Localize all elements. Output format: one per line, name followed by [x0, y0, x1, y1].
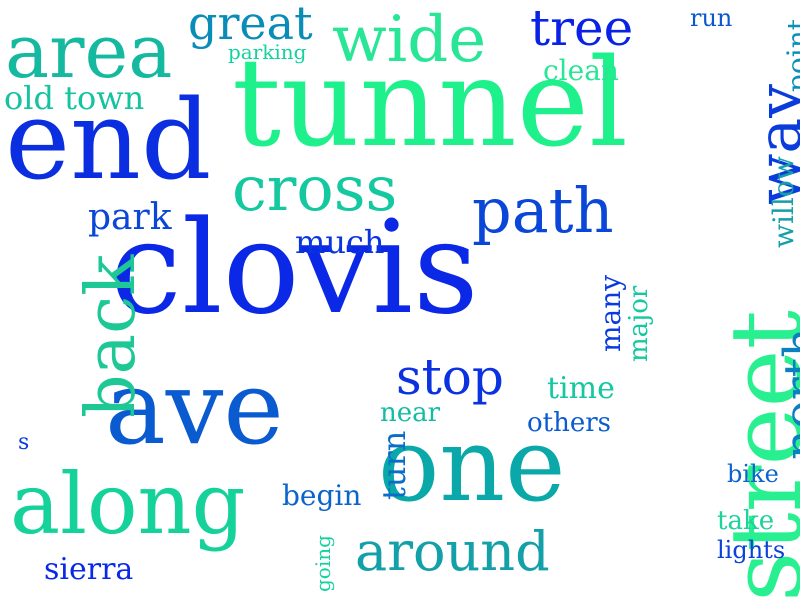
word-end: end	[5, 76, 212, 204]
word-going: going	[311, 535, 335, 592]
word-around: around	[355, 520, 550, 583]
word-take: take	[717, 506, 775, 536]
word-one: one	[378, 406, 566, 525]
word-bike: bike	[727, 460, 779, 488]
word-point: point	[781, 18, 800, 92]
word-parking: parking	[228, 40, 307, 64]
word-major: major	[624, 285, 654, 362]
word-time: time	[547, 371, 615, 406]
word-sierra: sierra	[44, 552, 134, 587]
word-clovis: clovis	[110, 194, 479, 343]
word-turn: turn	[375, 430, 413, 500]
word-tree: tree	[530, 0, 634, 57]
word-clean: clean	[543, 54, 619, 87]
word-near: near	[380, 398, 441, 428]
word-run: run	[690, 4, 733, 32]
word-ave: ave	[105, 349, 284, 468]
word-stop: stop	[396, 348, 504, 406]
word-willow: willow	[767, 156, 800, 248]
word-along: along	[10, 455, 246, 553]
word-north: north	[774, 327, 800, 460]
word-tunnel: tunnel	[232, 32, 628, 174]
word-lights: lights	[717, 536, 786, 564]
word-cross: cross	[232, 152, 398, 225]
word-begin: begin	[282, 479, 362, 512]
word-s: s	[18, 430, 30, 455]
word-many: many	[594, 274, 627, 352]
word-area: area	[5, 9, 173, 95]
word-back: back	[72, 254, 151, 418]
word-old-town: old town	[4, 79, 145, 117]
word-others: others	[527, 408, 612, 438]
word-much: much	[295, 223, 385, 261]
word-great: great	[188, 0, 313, 50]
word-path: path	[472, 174, 614, 247]
word-wide: wide	[332, 3, 487, 77]
word-park: park	[88, 197, 172, 238]
